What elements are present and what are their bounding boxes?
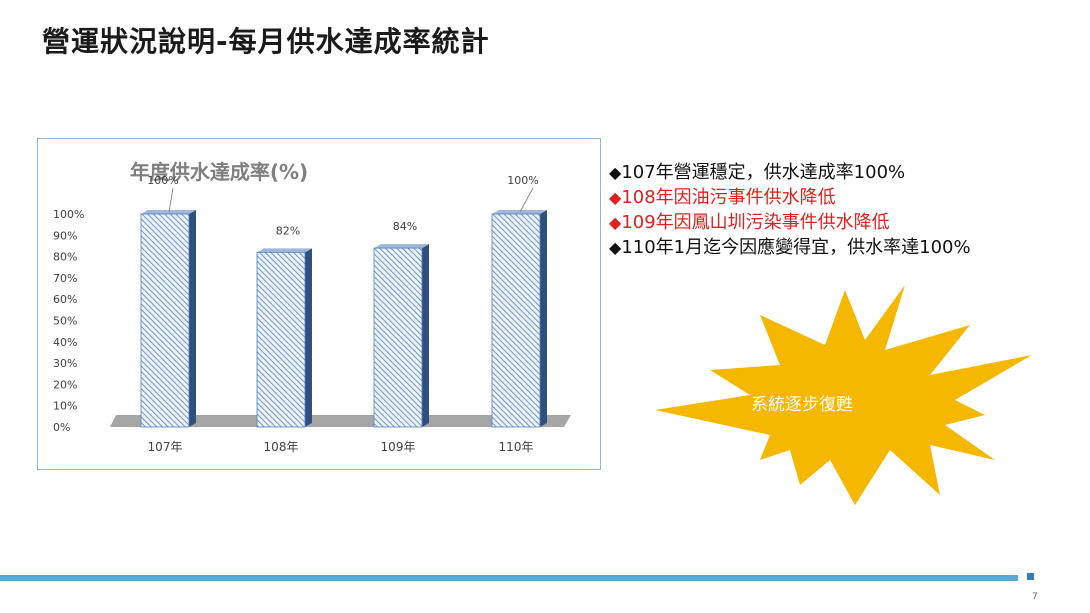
y-tick-label: 80% [53, 251, 77, 264]
x-tick-label: 110年 [499, 440, 534, 454]
data-label: 100% [147, 174, 178, 187]
y-tick-label: 10% [53, 400, 77, 413]
footer-square [1027, 573, 1034, 580]
x-tick-label: 108年 [264, 440, 299, 454]
bar-top [374, 244, 429, 249]
diamond-icon: ◆ [609, 188, 622, 207]
chart-frame: 年度供水達成率(%) 0% 10% 20% 30% 40% 50% 60% 70% 80% 90%… [37, 138, 601, 470]
diamond-icon: ◆ [609, 238, 622, 257]
bar-top [141, 210, 196, 214]
y-tick-label: 20% [53, 378, 77, 391]
bullet-text: 108年因油污事件供水降低 [621, 187, 836, 208]
bullet-item: ◆110年1月迄今因應變得宜，供水率達100% [609, 235, 1079, 260]
bullet-item: ◆108年因油污事件供水降低 [609, 185, 1079, 210]
x-tick-label: 109年 [381, 440, 416, 454]
bar [256, 251, 306, 428]
diamond-icon: ◆ [609, 163, 622, 182]
bullet-item: ◆109年因鳳山圳污染事件供水降低 [609, 210, 1079, 235]
slide-title: 營運狀況說明-每月供水達成率統計 [42, 25, 490, 58]
bullet-item: ◆107年營運穩定，供水達成率100% [609, 160, 1079, 185]
y-tick-label: 100% [53, 208, 84, 221]
bar [373, 247, 423, 428]
leader-line [168, 187, 174, 213]
diamond-icon: ◆ [609, 213, 622, 232]
y-tick-label: 60% [53, 293, 77, 306]
bar-side [189, 210, 196, 427]
page-number: 7 [1032, 592, 1038, 602]
bar-top [257, 248, 312, 253]
data-label: 82% [276, 224, 300, 237]
bullet-text: 107年營運穩定，供水達成率100% [621, 162, 906, 183]
callout-text: 系統逐步復甦 [751, 395, 853, 415]
starburst-shape [655, 285, 1032, 505]
bar-top [492, 210, 547, 214]
y-tick-label: 40% [53, 336, 77, 349]
bar [140, 213, 190, 428]
bullet-text: 110年1月迄今因應變得宜，供水率達100% [621, 237, 971, 258]
bullet-list: ◆107年營運穩定，供水達成率100% ◆108年因油污事件供水降低 ◆109年… [609, 160, 1079, 260]
bar-side [305, 248, 312, 427]
bar-side [422, 244, 429, 427]
y-tick-label: 70% [53, 272, 77, 285]
data-label: 84% [393, 220, 417, 233]
x-tick-label: 107年 [148, 440, 183, 454]
y-tick-label: 90% [53, 229, 77, 242]
data-label: 100% [507, 174, 538, 187]
y-tick-label: 30% [53, 357, 77, 370]
bullet-text: 109年因鳳山圳污染事件供水降低 [621, 212, 890, 233]
y-tick-label: 0% [53, 421, 70, 434]
chart-floor [110, 415, 571, 427]
leader-line [519, 187, 534, 213]
y-tick-label: 50% [53, 315, 77, 328]
bar-side [540, 210, 547, 427]
footer-bar [0, 575, 1018, 581]
bar [491, 213, 541, 428]
bar-chart: 年度供水達成率(%) 0% 10% 20% 30% 40% 50% 60% 70% 80% 90%… [53, 160, 571, 454]
chart-title: 年度供水達成率(%) [130, 160, 308, 184]
